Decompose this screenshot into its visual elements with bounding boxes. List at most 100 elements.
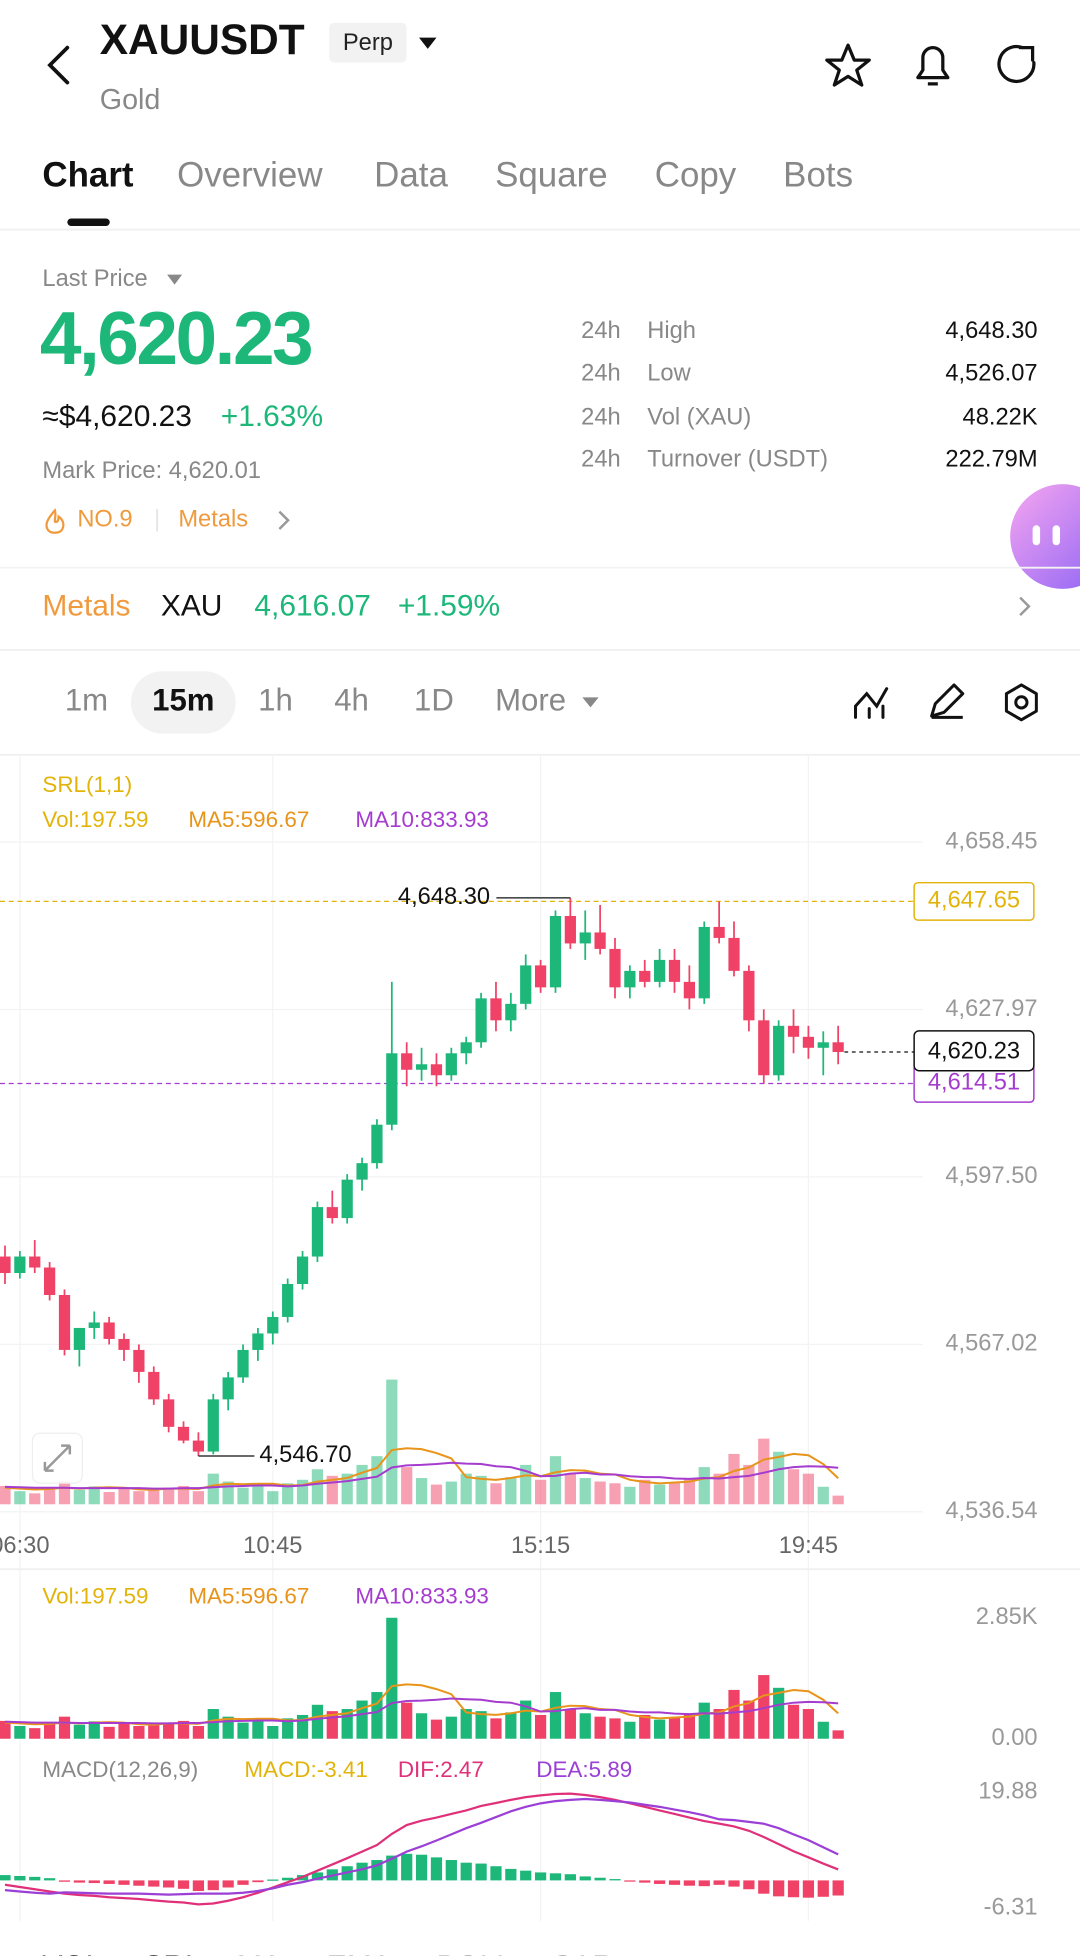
volume-bar-overlay: [802, 1473, 815, 1505]
draw-icon[interactable]: [930, 683, 965, 719]
volume-bar-overlay: [698, 1467, 710, 1505]
indicator-tab[interactable]: MA: [237, 1950, 282, 1956]
x-tick-label: 10:45: [243, 1533, 302, 1559]
rank[interactable]: NO.9: [77, 507, 132, 533]
volume-bar-overlay: [371, 1456, 383, 1505]
volume-bar: [44, 1722, 56, 1739]
candle-body: [0, 1256, 11, 1274]
volume-bar-overlay: [0, 1485, 11, 1505]
volume-bar-overlay: [415, 1478, 428, 1505]
volume-bar-overlay: [505, 1477, 517, 1505]
volume-bar-overlay: [564, 1473, 576, 1505]
metals-label[interactable]: Metals: [42, 590, 130, 623]
volume-bar-overlay: [758, 1438, 770, 1505]
tab[interactable]: Copy: [655, 156, 737, 195]
macd-tick-label: -6.31: [984, 1895, 1038, 1921]
macd-bar: [415, 1854, 428, 1881]
indicator-tab[interactable]: VOL: [42, 1950, 102, 1956]
tab[interactable]: Bots: [783, 156, 853, 195]
volume-bar: [237, 1722, 249, 1739]
price-label-caret[interactable]: [167, 274, 183, 285]
volume-bar-overlay: [534, 1479, 547, 1505]
dea-line: [4, 1797, 839, 1896]
interval[interactable]: 4h: [334, 683, 369, 718]
interval[interactable]: 1m: [65, 683, 108, 718]
tab[interactable]: Chart: [42, 156, 134, 195]
star-icon[interactable]: [825, 43, 871, 87]
tab[interactable]: Data: [374, 156, 448, 195]
share-icon[interactable]: [997, 44, 1036, 84]
stat-value: 48.22K: [963, 404, 1038, 430]
tab[interactable]: Square: [495, 156, 608, 195]
x-tick-label: 19:45: [779, 1533, 838, 1559]
candle-body: [252, 1333, 264, 1350]
price-tag: [913, 881, 1035, 921]
volume-bar-overlay: [237, 1487, 249, 1505]
macd-bar: [609, 1879, 621, 1881]
macd-bar: [177, 1880, 190, 1889]
indicator-tab[interactable]: EMA: [327, 1950, 392, 1956]
indicator-tab[interactable]: SRL: [143, 1950, 201, 1956]
volume-bar-overlay: [549, 1456, 562, 1505]
volume-bar-overlay: [14, 1491, 26, 1505]
tab-indicator: [67, 218, 110, 226]
volume-bar-overlay: [728, 1453, 740, 1505]
interval[interactable]: More: [495, 683, 566, 718]
volume-bar: [505, 1712, 517, 1739]
candle-body: [490, 998, 502, 1021]
high-marker-label: 4,648.30: [398, 884, 490, 910]
bell-icon[interactable]: [916, 46, 950, 86]
badge[interactable]: Perp: [343, 30, 393, 56]
candle-body: [758, 1020, 770, 1076]
dif-line: [4, 1792, 839, 1906]
volume-bar: [222, 1716, 234, 1739]
price-label[interactable]: Last Price: [42, 266, 147, 292]
interval[interactable]: 1D: [414, 683, 454, 718]
ma10-label: MA10:833.93: [355, 1584, 488, 1609]
volume-bar: [520, 1700, 532, 1739]
interval[interactable]: 1h: [258, 683, 293, 718]
volume-bar: [356, 1700, 368, 1739]
macd-bar: [683, 1880, 695, 1886]
interval[interactable]: 15m: [152, 683, 214, 718]
macd-bar: [252, 1880, 264, 1883]
candle-body: [326, 1207, 338, 1219]
indicator-icon[interactable]: [854, 687, 889, 719]
macd-bar: [401, 1853, 413, 1881]
candle-body: [624, 970, 636, 988]
indicator-tab[interactable]: SAR: [552, 1950, 614, 1956]
volume-bar: [401, 1702, 413, 1739]
volume-bar: [713, 1709, 725, 1739]
tab[interactable]: Overview: [177, 156, 323, 195]
indicator-tab[interactable]: BOLL: [436, 1950, 513, 1956]
chevron[interactable]: [278, 510, 290, 530]
last-price: 4,620.23: [40, 296, 311, 380]
stat-label: Low: [647, 361, 691, 387]
volume-bar-overlay: [817, 1486, 829, 1505]
volume-bar: [0, 1720, 11, 1739]
volume-bar-overlay: [296, 1479, 309, 1505]
volume-bar: [773, 1687, 785, 1739]
volume-bar-overlay: [594, 1481, 606, 1505]
macd-bar: [639, 1880, 651, 1883]
candle-body: [802, 1036, 815, 1048]
volume-bar-overlay: [683, 1478, 695, 1505]
back-icon[interactable]: [47, 45, 70, 85]
metals-symbol[interactable]: XAU: [161, 590, 223, 623]
more-caret[interactable]: [582, 697, 599, 708]
bubble-eye: [1032, 525, 1041, 546]
settings-icon[interactable]: [1004, 683, 1038, 722]
chevron[interactable]: [1019, 596, 1031, 616]
volume-ma-overlay: [4, 1447, 839, 1491]
interval-selected-bg[interactable]: [130, 671, 236, 734]
sector[interactable]: Metals: [178, 507, 248, 533]
macd-tick-label: 19.88: [978, 1779, 1037, 1805]
badge-caret[interactable]: [419, 37, 437, 49]
macd-bar: [356, 1862, 368, 1881]
volume-bar: [743, 1700, 755, 1739]
macd-bar: [579, 1876, 591, 1881]
assistant-bubble[interactable]: [1010, 484, 1080, 589]
y-tick-label: 4,658.45: [945, 828, 1037, 854]
badge-bg[interactable]: [329, 22, 407, 63]
dea-value: DEA:5.89: [536, 1757, 632, 1782]
